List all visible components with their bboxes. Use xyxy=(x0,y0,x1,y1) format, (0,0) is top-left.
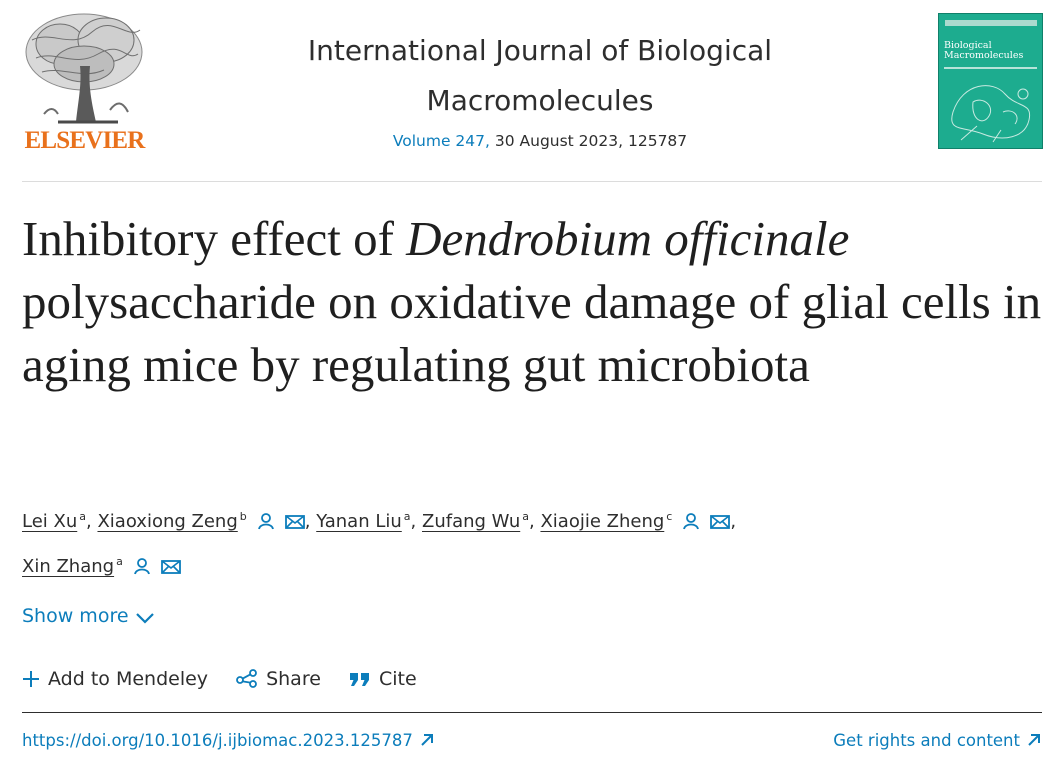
envelope-icon[interactable] xyxy=(710,514,731,530)
rights-label: Get rights and content xyxy=(833,731,1020,750)
author-name[interactable]: Lei Xu xyxy=(22,511,78,532)
cover-title-line-2: Macromolecules xyxy=(944,50,1024,61)
elsevier-wordmark: ELSEVIER xyxy=(24,127,145,154)
cover-rule xyxy=(944,67,1037,69)
cite-button[interactable]: Cite xyxy=(349,668,417,690)
article-title-part-1: Inhibitory effect of xyxy=(22,211,407,266)
envelope-icon[interactable] xyxy=(284,514,305,530)
plus-icon xyxy=(23,671,39,687)
show-more-label: Show more xyxy=(22,605,129,627)
arrow-up-right-icon xyxy=(421,734,433,746)
article-title-italic: Dendrobium officinale xyxy=(406,211,850,266)
author: Xiaojie Zheng c xyxy=(540,510,731,532)
author-separator: , xyxy=(410,511,417,532)
volume-link[interactable]: Volume 247, xyxy=(392,132,490,150)
author: Yanan Liu a xyxy=(316,510,411,532)
author: Xin Zhang a xyxy=(22,555,181,577)
affiliation-marker[interactable]: c xyxy=(666,510,673,523)
article-title-part-2: polysaccharide on oxidative damage of gl… xyxy=(22,274,1042,392)
show-more-button[interactable]: Show more xyxy=(22,605,155,627)
elsevier-tree-icon xyxy=(25,13,143,124)
cover-topbar xyxy=(945,20,1037,26)
article-header: ELSEVIER International Journal of Biolog… xyxy=(0,0,1058,180)
quote-icon xyxy=(349,673,369,686)
author-name[interactable]: Xin Zhang xyxy=(22,556,115,577)
cover-title-line-1: Biological xyxy=(944,40,992,51)
actions-divider xyxy=(22,712,1042,713)
journal-info: International Journal of Biological Macr… xyxy=(210,26,870,150)
article-title: Inhibitory effect of Dendrobium officina… xyxy=(22,207,1042,396)
elsevier-logo[interactable]: ELSEVIER xyxy=(22,10,147,155)
affiliation-marker[interactable]: a xyxy=(79,510,86,523)
add-to-mendeley-button[interactable]: Add to Mendeley xyxy=(22,668,208,690)
author: Zufang Wu a xyxy=(422,510,529,532)
affiliation-marker[interactable]: a xyxy=(403,510,411,523)
author-name[interactable]: Zufang Wu xyxy=(422,511,521,532)
article-actions: Add to Mendeley Share Cite xyxy=(22,668,439,690)
author-name[interactable]: Yanan Liu xyxy=(316,511,402,532)
person-icon[interactable] xyxy=(133,557,151,575)
author: Xiaoxiong Zeng b xyxy=(97,510,305,532)
author: Lei Xu a xyxy=(22,510,86,532)
header-divider xyxy=(22,181,1042,182)
author-separator: , xyxy=(730,511,737,532)
affiliation-marker[interactable]: b xyxy=(239,510,247,523)
author-separator: , xyxy=(528,511,535,532)
author-separator: , xyxy=(304,511,311,532)
issue-details: 30 August 2023, 125787 xyxy=(489,132,688,150)
doi-link[interactable]: https://doi.org/10.1016/j.ijbiomac.2023.… xyxy=(22,731,435,750)
envelope-icon[interactable] xyxy=(160,559,181,575)
person-icon[interactable] xyxy=(257,512,275,530)
person-icon[interactable] xyxy=(682,512,700,530)
author-name[interactable]: Xiaoxiong Zeng xyxy=(97,511,238,532)
author-list: Lei Xu a, Xiaoxiong Zeng b, Yanan Liu a, Zu… xyxy=(22,497,1042,587)
arrow-up-right-icon xyxy=(1028,734,1040,746)
cite-label: Cite xyxy=(378,668,417,690)
share-button[interactable]: Share xyxy=(236,668,321,690)
affiliation-marker[interactable]: a xyxy=(116,555,123,568)
cover-illustration-icon xyxy=(951,85,1031,143)
add-to-mendeley-label: Add to Mendeley xyxy=(48,668,209,690)
doi-label: https://doi.org/10.1016/j.ijbiomac.2023.… xyxy=(22,731,413,750)
affiliation-marker[interactable]: a xyxy=(522,510,529,523)
chevron-down-icon xyxy=(135,613,154,624)
get-rights-and-content-link[interactable]: Get rights and content xyxy=(833,731,1042,750)
share-label: Share xyxy=(266,668,321,690)
share-icon xyxy=(236,669,257,688)
cover-title: Biological Macromolecules xyxy=(944,41,1040,61)
journal-cover[interactable]: Biological Macromolecules xyxy=(938,13,1043,149)
journal-title-link[interactable]: International Journal of Biological Macr… xyxy=(307,34,773,117)
author-name[interactable]: Xiaojie Zheng xyxy=(540,511,665,532)
author-separator: , xyxy=(86,511,92,532)
issue-line: Volume 247, 30 August 2023, 125787 xyxy=(210,132,870,150)
